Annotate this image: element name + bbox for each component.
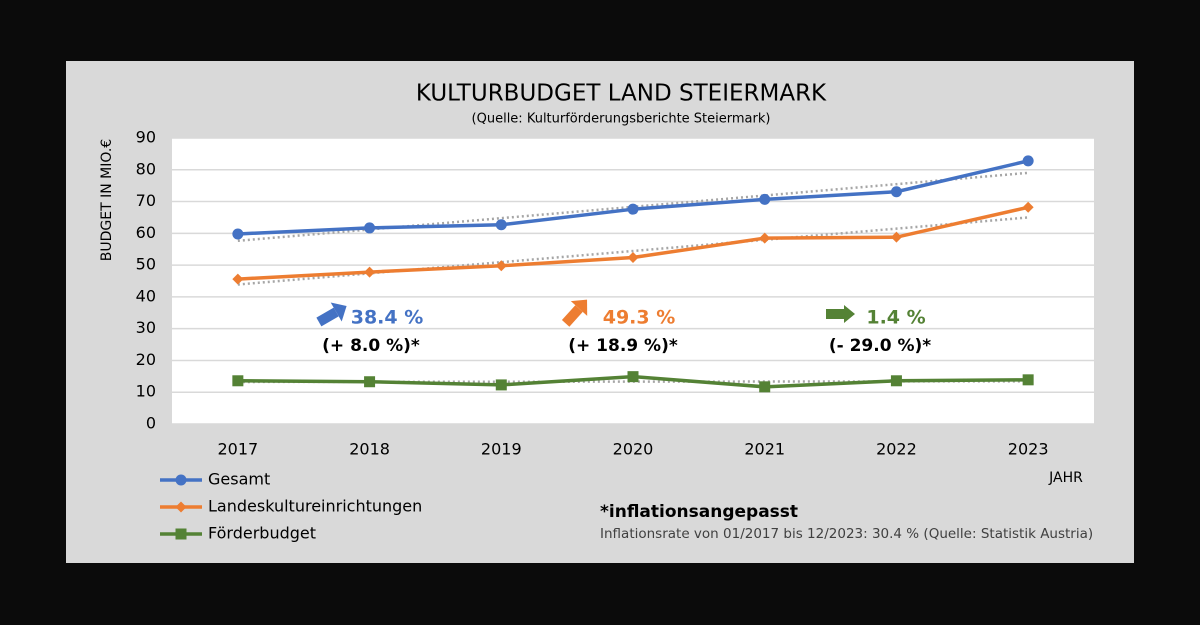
legend-label: Landeskultureinrichtungen: [208, 497, 422, 516]
marker: [364, 376, 376, 388]
marker: [1022, 374, 1034, 386]
x-tick-label: 2019: [481, 440, 522, 459]
annotation-detail: (+ 8.0 %)*: [322, 336, 420, 356]
marker: [627, 203, 639, 215]
y-tick-label: 70: [136, 191, 156, 210]
arrow-right: [826, 305, 855, 323]
marker: [890, 186, 902, 198]
marker: [890, 375, 902, 387]
y-tick-label: 60: [136, 223, 156, 242]
marker: [627, 251, 639, 263]
y-tick-label: 40: [136, 286, 156, 305]
marker: [1022, 201, 1034, 213]
x-tick-label: 2018: [349, 440, 390, 459]
marker: [175, 474, 187, 486]
annotation: 49.3 %: [603, 307, 676, 329]
arrow-up-right: [316, 302, 347, 327]
y-tick-label: 0: [146, 414, 156, 433]
arrow-up: [561, 299, 588, 327]
x-tick-label: 2022: [876, 440, 917, 459]
annotation: 38.4 %: [351, 307, 424, 329]
legend-label: Förderbudget: [208, 524, 316, 543]
annotation-detail: (+ 18.9 %)*: [568, 336, 678, 356]
y-tick-label: 20: [136, 350, 156, 369]
marker: [890, 231, 902, 243]
x-tick-label: 2023: [1008, 440, 1049, 459]
y-tick-label: 10: [136, 382, 156, 401]
marker: [759, 193, 771, 205]
y-tick-label: 90: [136, 128, 156, 147]
y-tick-label: 80: [136, 159, 156, 178]
marker: [495, 260, 507, 272]
chart-subtitle: (Quelle: Kulturförderungsberichte Steier…: [472, 112, 771, 127]
marker: [175, 501, 187, 513]
y-tick-label: 30: [136, 318, 156, 337]
marker: [232, 228, 244, 240]
marker: [627, 371, 639, 383]
marker: [364, 222, 376, 234]
x-tick-label: 2021: [744, 440, 785, 459]
marker: [759, 381, 771, 393]
x-tick-label: 2020: [613, 440, 654, 459]
marker: [759, 232, 771, 244]
marker: [232, 375, 244, 387]
footnote: Inflationsrate von 01/2017 bis 12/2023: …: [600, 526, 1093, 542]
marker: [364, 266, 376, 278]
legend-label: Gesamt: [208, 470, 270, 489]
y-tick-label: 50: [136, 255, 156, 274]
y-axis-label: BUDGET IN MIO.€: [99, 139, 115, 261]
x-tick-label: 2017: [217, 440, 258, 459]
footnote-title: *inflationsangepasst: [600, 502, 798, 522]
marker: [175, 528, 187, 540]
marker: [495, 379, 507, 391]
chart-title: KULTURBUDGET LAND STEIERMARK: [416, 81, 827, 107]
annotation: 1.4 %: [866, 307, 925, 329]
marker: [495, 219, 507, 231]
x-axis-label: JAHR: [1048, 470, 1083, 486]
marker: [232, 273, 244, 285]
annotation-detail: (- 29.0 %)*: [829, 336, 931, 356]
trendline: [237, 216, 1029, 286]
marker: [1022, 155, 1034, 167]
